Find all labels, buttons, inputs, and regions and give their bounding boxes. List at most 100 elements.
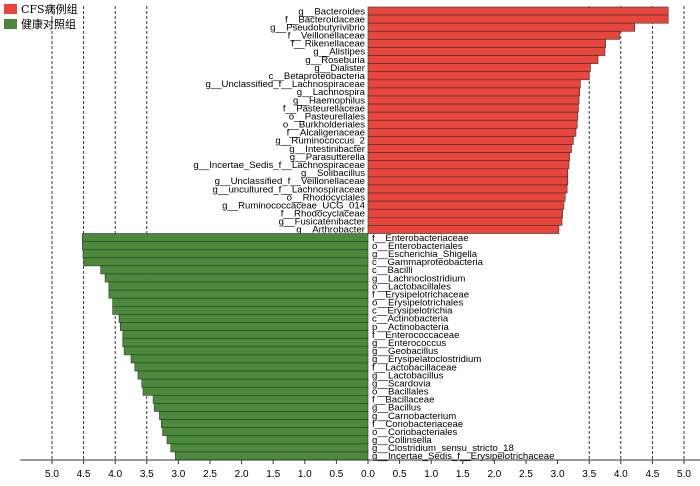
bar: [108, 289, 369, 299]
bar-label: g__Bacteroides: [298, 6, 365, 17]
x-tick-label: 2.0: [487, 469, 501, 480]
bar: [367, 87, 581, 97]
bar-label: g__Dialister: [314, 63, 365, 74]
x-tick-label: 0.5: [329, 469, 343, 480]
bar: [367, 14, 669, 24]
bar: [82, 241, 369, 251]
bar: [152, 395, 369, 404]
legend-label-cfs: CFS病例组: [21, 2, 78, 16]
x-tick-label: 0.0: [361, 469, 375, 480]
bar-label: g__Carnobacterium: [372, 411, 456, 422]
bar: [162, 427, 369, 437]
bar: [142, 386, 369, 396]
bar: [367, 6, 669, 16]
bar-label: g__Bacillus: [372, 403, 421, 414]
bar-label: o__Enterobacteriales: [372, 241, 463, 252]
bar: [104, 273, 369, 283]
x-tick-label: 2.0: [235, 469, 249, 480]
bar-label: f__Coriobacteriaceae: [372, 419, 463, 430]
bar-label: o__Coriobacteriales: [372, 427, 458, 438]
bar-label: g__Ruminococcaceae_UCG_014: [222, 200, 366, 211]
bar: [83, 257, 369, 267]
bar-label: f__Rhodocyclaceae: [281, 209, 365, 220]
bar-label: f__Erysipelotrichaceae: [372, 289, 469, 300]
bar-label: f__Veillonellaceae: [288, 31, 365, 42]
bar-label: f__Alcaligenaceae: [287, 128, 365, 139]
bar: [119, 322, 369, 331]
bar: [367, 47, 606, 56]
bar: [367, 176, 569, 186]
bar-label: g__Enterococcus: [372, 338, 446, 349]
bar-label: o__Erysipelotrichales: [372, 298, 463, 309]
bar: [367, 111, 579, 121]
legend-label-healthy: 健康对照组: [21, 17, 76, 31]
bar-label: g__Fusicatenibacter: [279, 217, 366, 228]
bar: [367, 55, 599, 64]
bar-label: g__Escherichia_Shigella: [372, 249, 478, 260]
bar-label: f__Lactobacillaceae: [372, 362, 457, 373]
bar-label: o__Pasteurellales: [289, 111, 365, 122]
bar-label: g__Geobacillus: [372, 346, 438, 357]
bar: [122, 330, 369, 339]
bar-label: c__Erysipelotrichia: [372, 306, 453, 317]
bar: [367, 63, 591, 73]
legend-item-healthy: 健康对照组: [4, 16, 78, 31]
bar-label: g__Erysipelatoclostridium: [372, 354, 481, 365]
bar-label: f__Pasteurellaceae: [283, 103, 365, 114]
x-tick-label: 3.5: [140, 469, 154, 480]
bar-label: g__Unclassified_f__Veillonellaceae: [215, 176, 365, 187]
bar-label: g__uncultured_f__Lachnospiraceae: [212, 184, 365, 195]
bar-label: o__Burkholderiales: [283, 120, 365, 131]
x-tick-label: 3.5: [582, 469, 596, 480]
bar: [367, 39, 606, 48]
bar: [118, 314, 369, 323]
bar-label: g__Collinsella: [372, 435, 432, 446]
bar-label: f__Enterococcaceae: [372, 330, 459, 341]
legend-swatch-cfs: [4, 3, 17, 14]
x-tick-label: 4.5: [77, 469, 91, 480]
x-tick-label: 4.0: [614, 469, 628, 480]
bar-label: c__Bacilli: [372, 265, 413, 276]
x-tick-label: 2.5: [203, 469, 217, 480]
x-tick-label: 1.0: [298, 469, 312, 480]
bar: [367, 136, 574, 145]
bar-label: o__Rhodocyclales: [287, 192, 366, 203]
bar: [367, 22, 636, 32]
bar-label: g__Parasutterella: [290, 152, 366, 163]
bar-label: f__Bacteroidaceae: [285, 14, 365, 25]
bar-label: g__Solibacillus: [301, 168, 365, 179]
bar: [367, 168, 569, 178]
bar: [122, 338, 369, 348]
bar-label: g__Haemophilus: [293, 95, 365, 106]
bar: [137, 370, 369, 380]
bar-label: g__Lachnospira: [297, 87, 366, 98]
bar-label: g__Intestinibacter: [289, 144, 366, 155]
bar-label: g__Scardovia: [372, 378, 431, 389]
bar-label: g__Lactobacillus: [372, 370, 444, 381]
bar: [367, 128, 577, 137]
legend-swatch-healthy: [4, 18, 17, 29]
bar: [166, 435, 369, 445]
bar: [367, 144, 572, 153]
bar: [367, 225, 560, 234]
bar: [174, 451, 369, 461]
bar-label: g__Alistipes: [313, 47, 365, 58]
bar: [367, 160, 570, 170]
bar: [134, 362, 369, 372]
bar: [154, 403, 369, 412]
x-tick-label: 1.0: [424, 469, 438, 480]
bar: [367, 30, 620, 40]
x-tick-label: 4.5: [645, 469, 659, 480]
bar: [161, 419, 369, 428]
bar-label: g__Roseburia: [305, 55, 365, 66]
bar: [100, 265, 369, 275]
bar-label: f__Rikenellaceae: [291, 39, 365, 50]
bar: [82, 249, 369, 259]
bar-label: c__Betaproteobacteria: [268, 71, 365, 82]
bar: [367, 79, 581, 89]
bar: [367, 71, 590, 81]
bar-label: g__Incertae_Sedis_f__Erysipelotrichaceae: [372, 451, 554, 462]
bar-label: g__Lachnoclostridium: [372, 273, 465, 284]
bar-label: g__Clostridium_sensu_stricto_18: [372, 443, 514, 454]
